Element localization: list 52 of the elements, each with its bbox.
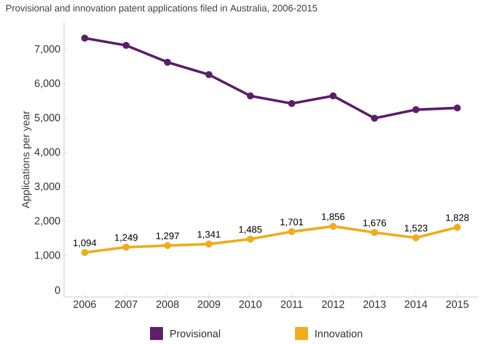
data-label: 1,701 xyxy=(280,218,304,226)
point xyxy=(454,104,461,112)
point xyxy=(164,242,172,250)
point xyxy=(81,249,88,256)
y-axis-title: Applications per year xyxy=(22,110,32,208)
point xyxy=(371,229,378,236)
point xyxy=(246,236,254,243)
point xyxy=(205,240,212,248)
data-label: 1,676 xyxy=(363,219,386,228)
point xyxy=(412,106,420,114)
chart-title: Provisional and innovation patent applications filed in Australia, 2006-2015 xyxy=(6,4,318,14)
x-tick-label: 2007 xyxy=(115,300,138,308)
legend-label: Innovation xyxy=(315,330,362,338)
x-tick-label: 2013 xyxy=(363,300,386,308)
point xyxy=(205,71,212,78)
data-label: 1,249 xyxy=(114,234,138,242)
point xyxy=(454,224,461,231)
point xyxy=(371,114,378,122)
y-tick-label: 0 xyxy=(55,286,60,294)
data-label: 1,297 xyxy=(156,232,179,240)
y-tick-label: 5,000 xyxy=(34,114,60,123)
data-label: 1,523 xyxy=(404,224,428,233)
y-tick-label: 7,000 xyxy=(34,45,60,54)
x-tick-label: 2011 xyxy=(280,300,302,308)
y-tick-label: 2,000 xyxy=(34,217,60,226)
y-tick-label: 4,000 xyxy=(34,148,60,157)
point xyxy=(164,58,172,66)
point xyxy=(122,244,130,251)
point xyxy=(246,92,254,100)
point xyxy=(330,92,337,100)
x-tick-label: 2009 xyxy=(198,300,220,308)
point xyxy=(330,222,337,230)
data-label: 1,485 xyxy=(239,226,262,234)
point xyxy=(288,228,296,236)
x-tick-label: 2008 xyxy=(156,300,179,308)
x-tick-label: 2006 xyxy=(74,300,96,308)
point xyxy=(412,234,420,242)
point xyxy=(122,42,130,49)
point xyxy=(288,100,296,107)
data-label: 1,341 xyxy=(198,231,220,239)
y-tick-label: 6,000 xyxy=(34,80,60,88)
x-tick-label: 2015 xyxy=(446,300,469,308)
y-tick-label: 3,000 xyxy=(34,182,60,192)
x-tick-label: 2012 xyxy=(322,300,344,308)
x-tick-label: 2010 xyxy=(239,300,262,308)
y-tick-label: 1,000 xyxy=(35,251,60,260)
point xyxy=(81,34,88,42)
legend-label: Provisional xyxy=(170,330,220,338)
data-label: 1,828 xyxy=(446,214,469,222)
x-tick-label: 2014 xyxy=(404,300,428,308)
data-label: 1,094 xyxy=(74,240,96,248)
data-label: 1,856 xyxy=(322,213,345,222)
